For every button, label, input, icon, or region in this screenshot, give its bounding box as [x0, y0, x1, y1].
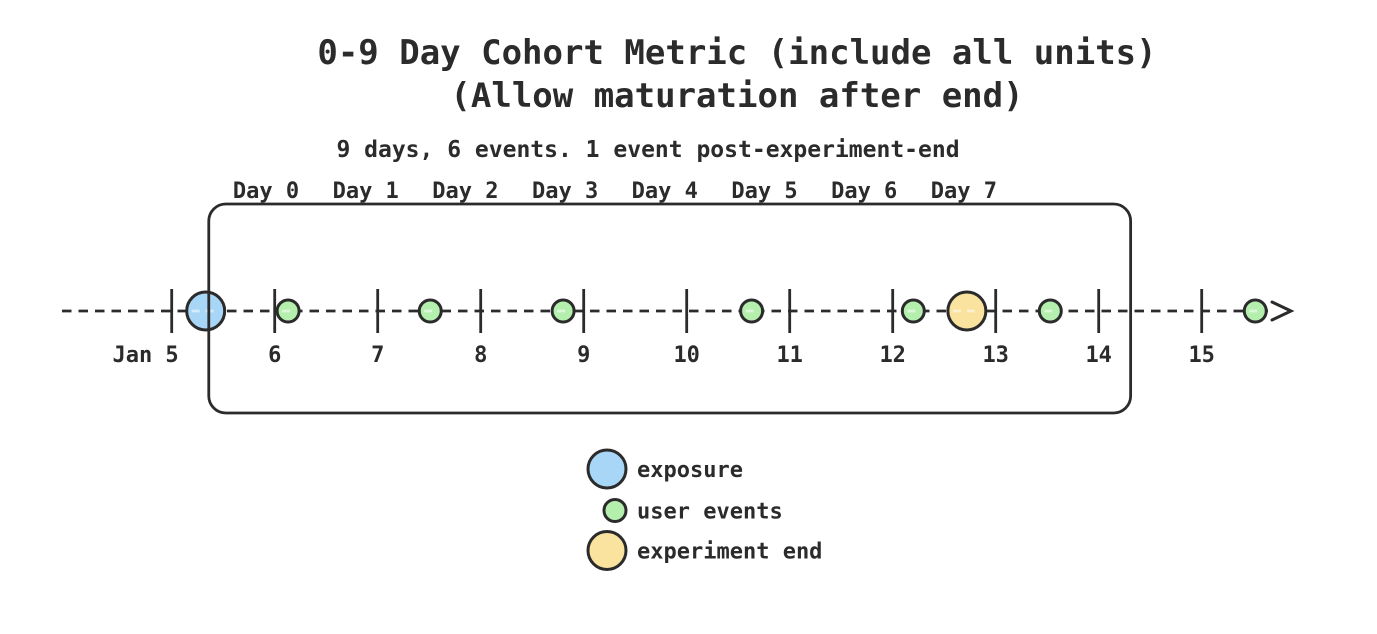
title-line-1: 0-9 Day Cohort Metric (include all units…	[317, 33, 1156, 73]
timeline-axis: Jan 5 6 7 8 9 10 11 12 13 14 15	[62, 289, 1295, 368]
day-label: Day 2	[432, 179, 498, 204]
legend-label: exposure	[637, 458, 743, 483]
tick-label: 12	[879, 343, 906, 368]
legend: exposure user events experiment end	[586, 448, 822, 571]
legend-label: user events	[637, 500, 783, 525]
day-label: Day 6	[831, 179, 897, 204]
arrow-head-icon	[1270, 300, 1295, 322]
day-label: Day 3	[532, 179, 598, 204]
day-label: Day 7	[931, 179, 997, 204]
day-label: Day 4	[632, 179, 698, 204]
title-line-2: (Allow maturation after end)	[450, 76, 1023, 116]
tick-label: 13	[982, 343, 1009, 368]
legend-swatch-exposure	[586, 448, 628, 490]
tick-label: 14	[1085, 343, 1112, 368]
tick-label: 7	[371, 343, 384, 368]
legend-swatch-experiment-end	[586, 530, 628, 571]
legend-swatch-user-events	[602, 498, 628, 523]
day-label: Day 0	[233, 179, 299, 204]
tick-label: 8	[474, 343, 487, 368]
tick-label: 10	[673, 343, 700, 368]
tick-label: 15	[1188, 343, 1215, 368]
tick-label: Jan 5	[112, 343, 178, 368]
cohort-window	[207, 202, 1133, 415]
tick-label: 9	[577, 343, 590, 368]
cohort-window-box	[207, 202, 1133, 415]
event-markers	[185, 290, 1268, 332]
legend-label: experiment end	[637, 540, 822, 565]
tick-label: 11	[776, 343, 803, 368]
tick-label: 6	[268, 343, 281, 368]
cohort-day-labels: Day 0 Day 1 Day 2 Day 3 Day 4 Day 5 Day 6 Day 7	[233, 179, 997, 204]
day-label: Day 1	[333, 179, 399, 204]
subtitle: 9 days, 6 events. 1 event post-experimen…	[336, 137, 959, 163]
day-label: Day 5	[731, 179, 797, 204]
